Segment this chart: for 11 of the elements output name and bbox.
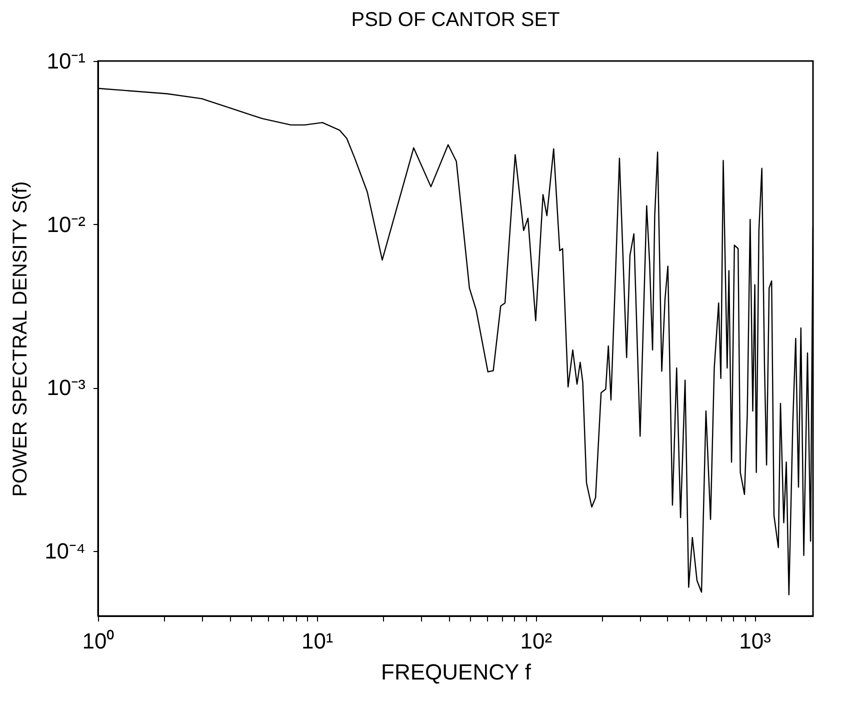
chart-title: PSD OF CANTOR SET [351,9,560,31]
x-tick-label: 10³ [739,628,771,654]
x-tick-label: 10⁰ [82,628,115,654]
y-tick-label: 10⁻³ [46,375,86,400]
x-tick-label: 10² [520,628,552,654]
y-tick-label: 10⁻¹ [46,48,86,74]
y-tick-label: 10⁻⁴ [44,538,86,564]
y-tick-label: 10⁻² [46,212,86,237]
y-axis-title: POWER SPECTRAL DENSITY S(f) [10,181,32,497]
x-tick-label: 10¹ [301,628,334,654]
x-axis-title: FREQUENCY f [381,660,532,684]
